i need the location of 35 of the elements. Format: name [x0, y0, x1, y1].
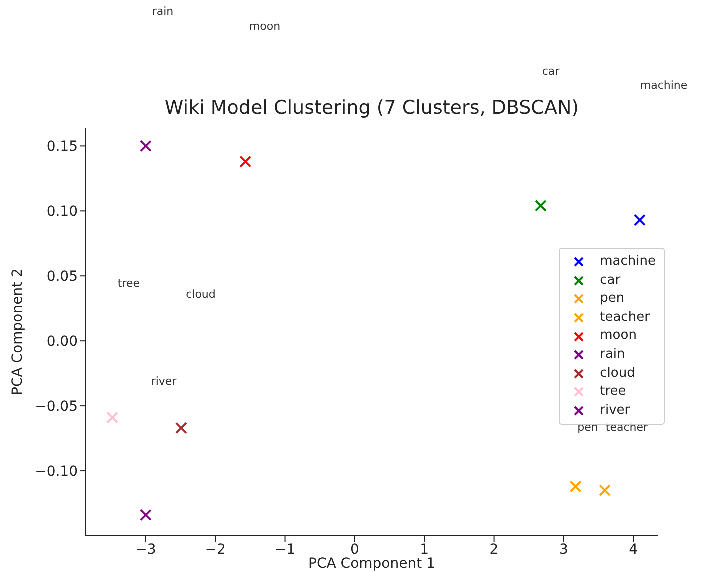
x-tick-label: 4: [629, 542, 638, 558]
y-tick-label: −0.05: [35, 399, 78, 416]
legend-label: cloud: [600, 364, 636, 383]
legend-label: pen: [600, 290, 625, 308]
annotation: river: [151, 375, 178, 388]
legend-label: machine: [600, 253, 656, 271]
x-axis-title: PCA Component 1: [308, 556, 436, 572]
x-tick-label: −1: [274, 542, 296, 558]
annotation: teacher: [606, 421, 649, 434]
legend-label: teacher: [600, 308, 650, 327]
annotation: cloud: [186, 288, 216, 302]
chart-title: Wiki Model Clustering (7 Clusters, DBSCAN): [164, 97, 580, 119]
y-tick-label: 0.00: [46, 334, 78, 350]
text: rain: [152, 5, 174, 18]
y-tick-label: 0.05: [46, 269, 78, 286]
text: machine: [640, 79, 688, 92]
y-tick-label: 0.15: [46, 139, 78, 156]
x-tick-label: 1: [420, 542, 430, 558]
y-tick-label: −0.10: [35, 464, 78, 480]
legend-label: rain: [600, 346, 626, 364]
text: moon: [249, 20, 281, 34]
x-tick-label: −3: [136, 542, 156, 558]
legend-label: river: [600, 402, 630, 420]
annotation: tree: [118, 277, 140, 290]
x-tick-label: 3: [559, 542, 568, 558]
legend-label: car: [600, 272, 621, 290]
legend-label: tree: [600, 383, 626, 402]
x-tick-label: 2: [490, 542, 499, 558]
text: car: [542, 65, 560, 78]
y-tick-label: 0.10: [46, 204, 78, 220]
legend-label: moon: [600, 327, 637, 346]
y-axis-title: PCA Component 2: [10, 268, 26, 396]
x-tick-label: −2: [205, 542, 226, 558]
x-tick-label: 0: [350, 542, 360, 558]
annotation: pen: [578, 421, 598, 434]
